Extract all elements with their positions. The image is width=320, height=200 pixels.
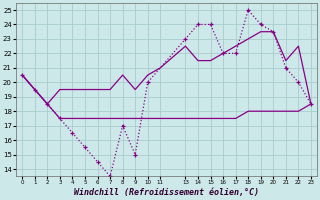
X-axis label: Windchill (Refroidissement éolien,°C): Windchill (Refroidissement éolien,°C) bbox=[74, 188, 259, 197]
